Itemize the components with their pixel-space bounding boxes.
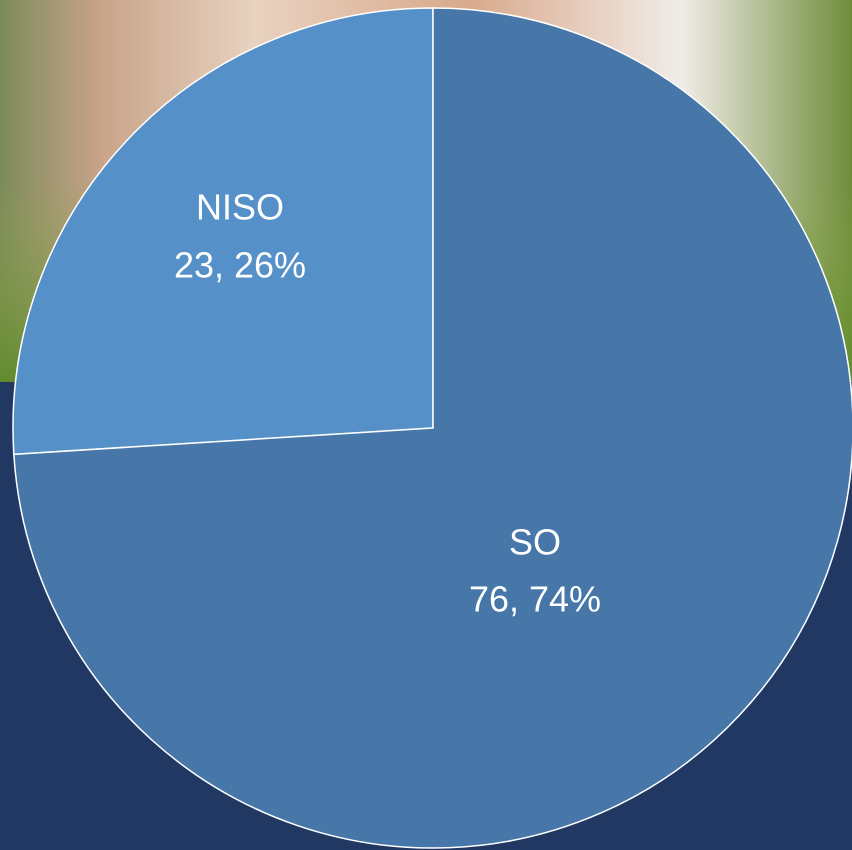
slice-category-label: NISO [196,187,284,228]
pie-slice [12,7,434,456]
slice-value-label: 23, 26% [174,245,306,286]
slice-category-label: SO [509,522,561,563]
pie: NISO 23, 26% SO 76, 74% [12,7,852,849]
pie-slice [13,7,852,849]
slice-value-label: 76, 74% [469,579,601,620]
